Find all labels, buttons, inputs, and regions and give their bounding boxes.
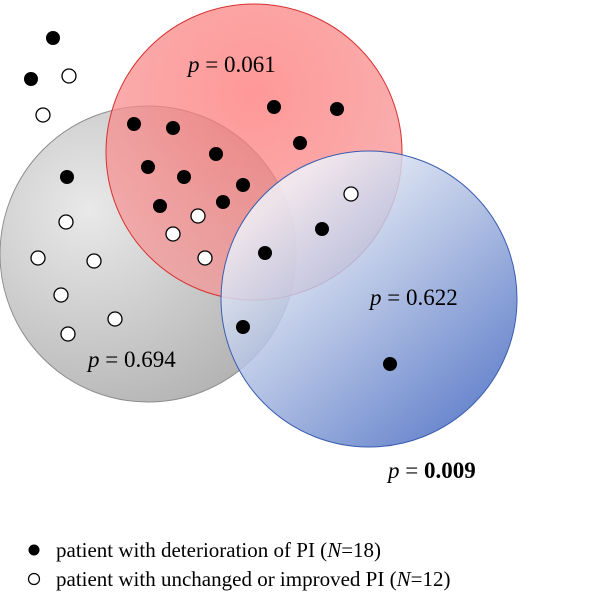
dot-deteriorated [166, 121, 180, 135]
dot-deteriorated [267, 100, 281, 114]
p-value-blue: p = 0.622 [368, 285, 458, 310]
dot-deteriorated [24, 72, 38, 86]
dot-deteriorated [127, 117, 141, 131]
p-value-total: p = 0.009 [386, 458, 476, 483]
p-value-gray: p = 0.694 [86, 347, 176, 372]
legend-dot-unchanged [27, 572, 41, 586]
legend-dot-deteriorated [28, 544, 40, 556]
dot-deteriorated [293, 136, 307, 150]
legend-label-unchanged: patient with unchanged or improved PI (N… [56, 567, 450, 591]
dot-deteriorated [258, 246, 272, 260]
dot-unchanged [35, 107, 51, 123]
dot-deteriorated [177, 170, 191, 184]
legend-label-deteriorated: patient with deterioration of PI (N=18) [56, 538, 381, 562]
p-value-red: p = 0.061 [186, 52, 276, 77]
dot-deteriorated [236, 320, 250, 334]
patient-dots [24, 31, 397, 371]
dot-unchanged [190, 208, 206, 224]
dot-unchanged [107, 311, 123, 327]
legend: patient with deterioration of PI (N=18) … [27, 538, 450, 591]
dot-unchanged [53, 287, 69, 303]
dot-unchanged [61, 68, 77, 84]
dot-unchanged [197, 250, 213, 266]
dot-unchanged [86, 253, 102, 269]
dot-unchanged [343, 186, 359, 202]
dot-deteriorated [46, 31, 60, 45]
dot-deteriorated [141, 160, 155, 174]
dot-unchanged [60, 326, 76, 342]
dot-unchanged [58, 214, 74, 230]
dot-unchanged [165, 226, 181, 242]
dot-unchanged [30, 250, 46, 266]
dot-deteriorated [216, 195, 230, 209]
dot-deteriorated [209, 147, 223, 161]
set-blue-circle [220, 150, 518, 448]
dot-deteriorated [383, 357, 397, 371]
dot-deteriorated [315, 222, 329, 236]
dot-deteriorated [60, 170, 74, 184]
dot-deteriorated [153, 199, 167, 213]
dot-deteriorated [330, 102, 344, 116]
dot-deteriorated [236, 178, 250, 192]
